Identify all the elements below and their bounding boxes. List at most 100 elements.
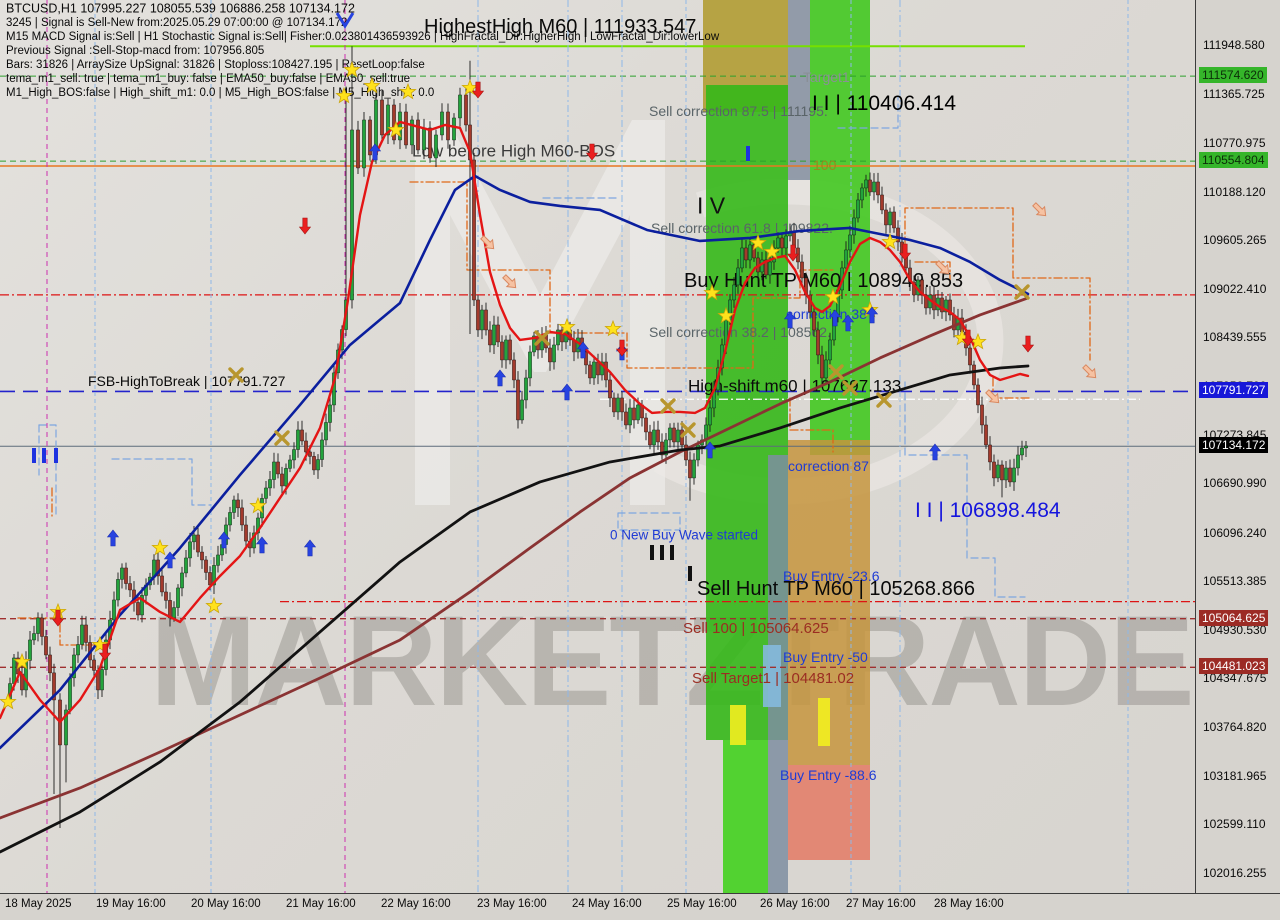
x-marker xyxy=(842,380,858,396)
ma-line-black xyxy=(0,364,1030,854)
time-tick-label: 20 May 16:00 xyxy=(191,898,261,910)
candle-body xyxy=(64,709,68,746)
candle-body xyxy=(236,499,240,509)
x-marker xyxy=(228,367,244,383)
candle-body xyxy=(688,459,692,479)
ma-line-maroon xyxy=(0,296,1030,820)
chart-annotation: High-shift m60 | 107697.133 xyxy=(688,376,901,395)
chart-annotation: Target1 xyxy=(803,69,850,85)
header-line: M15 MACD Signal is:Sell | H1 Stochastic … xyxy=(6,31,720,43)
chart-annotation: I V xyxy=(697,193,726,219)
candle-body xyxy=(684,444,688,461)
fractal-channel-orange xyxy=(789,397,834,453)
candle-body xyxy=(458,94,462,119)
candle-body xyxy=(972,364,976,386)
candle-body xyxy=(356,129,360,169)
price-tick-label: 110770.975 xyxy=(1203,136,1266,151)
star-marker xyxy=(703,283,721,301)
candle-body xyxy=(272,461,276,480)
price-tick-label: 104347.675 xyxy=(1203,671,1267,686)
time-tick-label: 19 May 16:00 xyxy=(96,898,166,910)
candle-body xyxy=(652,429,656,446)
candle-body xyxy=(660,441,664,456)
down-arrow-marker xyxy=(615,339,629,357)
candles xyxy=(8,46,1028,828)
candle-body xyxy=(776,237,780,249)
candle-body xyxy=(860,187,864,201)
candle-body xyxy=(296,429,300,450)
time-axis[interactable]: 18 May 2025 19 May 16:00 20 May 16:00 21 Ma… xyxy=(0,893,1280,920)
candle-body xyxy=(1008,467,1012,483)
candle-body xyxy=(732,284,736,301)
chart-annotation: Low before High M60-BOS xyxy=(412,141,615,160)
candle-body xyxy=(120,567,124,580)
down-arrow-marker xyxy=(585,143,599,161)
candle-body xyxy=(304,440,308,453)
price-tick-label: 105513.385 xyxy=(1203,574,1267,589)
fractal-channel-orange xyxy=(992,377,1033,399)
candle-body xyxy=(92,659,96,671)
candle-body xyxy=(40,617,44,637)
fractal-channel-blue xyxy=(904,381,1026,598)
star-marker xyxy=(717,306,735,324)
candle-body xyxy=(1004,467,1008,481)
zone-band xyxy=(818,698,830,746)
candle-body xyxy=(136,602,140,616)
up-arrow-marker xyxy=(493,369,507,387)
price-tick-label: 106096.240 xyxy=(1203,525,1267,540)
candle-body xyxy=(1020,447,1024,456)
candle-body xyxy=(52,672,56,701)
price-tick-label: 110188.120 xyxy=(1203,184,1266,199)
candle-body xyxy=(600,361,604,376)
chart-annotation: Sell correction 38.2 | 108562. xyxy=(649,324,831,340)
candle-body xyxy=(480,309,484,331)
candle-body xyxy=(484,309,488,331)
candle-body xyxy=(180,572,184,589)
star-marker xyxy=(824,287,842,305)
candle-body xyxy=(48,654,52,674)
candle-body xyxy=(350,129,354,301)
price-tag-label: 107134.172 xyxy=(1199,437,1269,454)
candle-body xyxy=(528,351,532,379)
ghost-arrow-path xyxy=(985,389,1000,404)
candle-body xyxy=(892,211,896,229)
star-marker xyxy=(363,76,381,94)
down-arrow-marker xyxy=(961,329,975,347)
candle-body xyxy=(592,361,596,379)
star-marker xyxy=(249,496,267,514)
zone-band xyxy=(763,645,781,707)
price-tag-label: 110554.804 xyxy=(1199,152,1268,169)
candle-body xyxy=(476,299,480,331)
price-tag-label: 107791.727 xyxy=(1199,382,1269,399)
candle-body xyxy=(80,624,84,645)
star-marker xyxy=(151,538,169,556)
price-tick-label: 111948.580 xyxy=(1203,38,1265,52)
candle-body xyxy=(204,559,208,573)
up-arrow-marker xyxy=(576,341,590,359)
candle-body xyxy=(588,364,592,379)
tick-bar-marker xyxy=(746,146,750,161)
candle-body xyxy=(434,134,438,159)
down-arrow-marker xyxy=(898,243,912,261)
time-tick-label: 22 May 16:00 xyxy=(381,898,451,910)
candle-body xyxy=(472,159,476,301)
candle-body xyxy=(320,439,324,460)
chart-annotation: Sell 100 | 105064.625 xyxy=(683,620,829,637)
price-axis[interactable]: 111948.580 111365.725 110770.975 110188.120… xyxy=(1195,0,1280,893)
candle-body xyxy=(228,512,232,526)
candle-body xyxy=(44,636,48,656)
price-tick-label: 109022.410 xyxy=(1203,281,1267,296)
candle-body xyxy=(628,407,632,426)
candle-body xyxy=(188,541,192,559)
fractal-channel-orange xyxy=(904,207,1091,361)
candle-body xyxy=(1016,454,1020,469)
candle-body xyxy=(308,451,312,457)
down-arrow-marker xyxy=(471,81,485,99)
candle-body xyxy=(944,299,948,313)
candle-body xyxy=(280,473,284,487)
candle-body xyxy=(620,397,624,413)
candle-body xyxy=(316,459,320,471)
ghost-arrow-path xyxy=(935,260,950,275)
candle-body xyxy=(676,429,680,443)
